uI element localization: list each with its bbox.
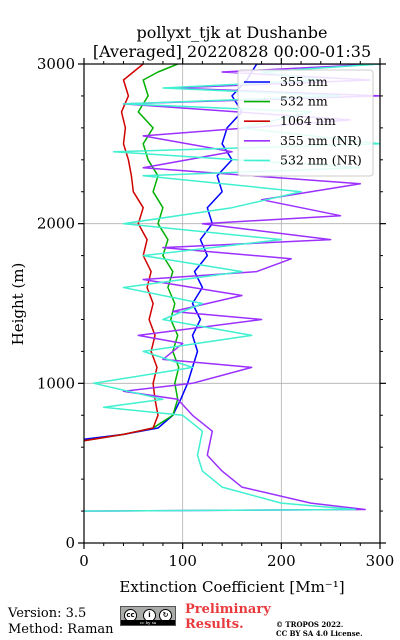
version-text: Version: 3.5: [8, 606, 87, 621]
legend-label: 355 nm (NR): [280, 133, 362, 148]
badge-strip: cc by sa: [121, 620, 175, 625]
cc-license-badge: cc i ↻ cc by sa: [120, 606, 176, 626]
preliminary-line-1: Preliminary: [185, 602, 271, 617]
y-tick-label: 3000: [37, 55, 75, 73]
legend-box: [237, 69, 374, 177]
legend: 355 nm 532 nm 1064 nm 355 nm (NR) 532 nm (NR…: [237, 69, 374, 177]
y-tick-label: 2000: [37, 215, 75, 233]
plot-frame: [83, 63, 381, 544]
x-axis-label: Extinction Coefficient [Mm⁻¹]: [119, 578, 344, 596]
x-tick-label: 200: [267, 552, 296, 570]
series-line: [84, 64, 380, 512]
series-line: [84, 64, 180, 442]
legend-label: 1064 nm: [280, 113, 336, 128]
x-tick-label: 300: [366, 552, 395, 570]
extinction-profile-chart: pollyxt_tjk at Dushanbe [Averaged] 20220…: [9, 23, 395, 596]
x-tick-label: 0: [79, 552, 89, 570]
copyright-text: © TROPOS 2022.: [276, 620, 344, 629]
x-tick-label: 100: [168, 552, 197, 570]
license-text: CC BY SA 4.0 License.: [276, 629, 363, 638]
y-tick-label: 0: [65, 534, 75, 552]
method-text: Method: Raman: [8, 622, 114, 637]
legend-label: 355 nm: [280, 74, 328, 89]
license-note: © TROPOS 2022. CC BY SA 4.0 License.: [276, 620, 363, 638]
y-tick-label: 1000: [37, 374, 75, 392]
legend-label: 532 nm: [280, 94, 328, 109]
chart-title: pollyxt_tjk at Dushanbe: [136, 23, 327, 42]
y-axis-label: Height (m): [9, 263, 27, 346]
legend-label: 532 nm (NR): [280, 152, 362, 167]
series-line: [84, 64, 262, 440]
processing-info: Version: 3.5 Method: Raman: [8, 606, 114, 638]
preliminary-results-note: Preliminary Results.: [185, 602, 271, 632]
chart-subtitle: [Averaged] 20220828 00:00-01:35: [93, 42, 371, 61]
preliminary-line-2: Results.: [185, 617, 244, 632]
